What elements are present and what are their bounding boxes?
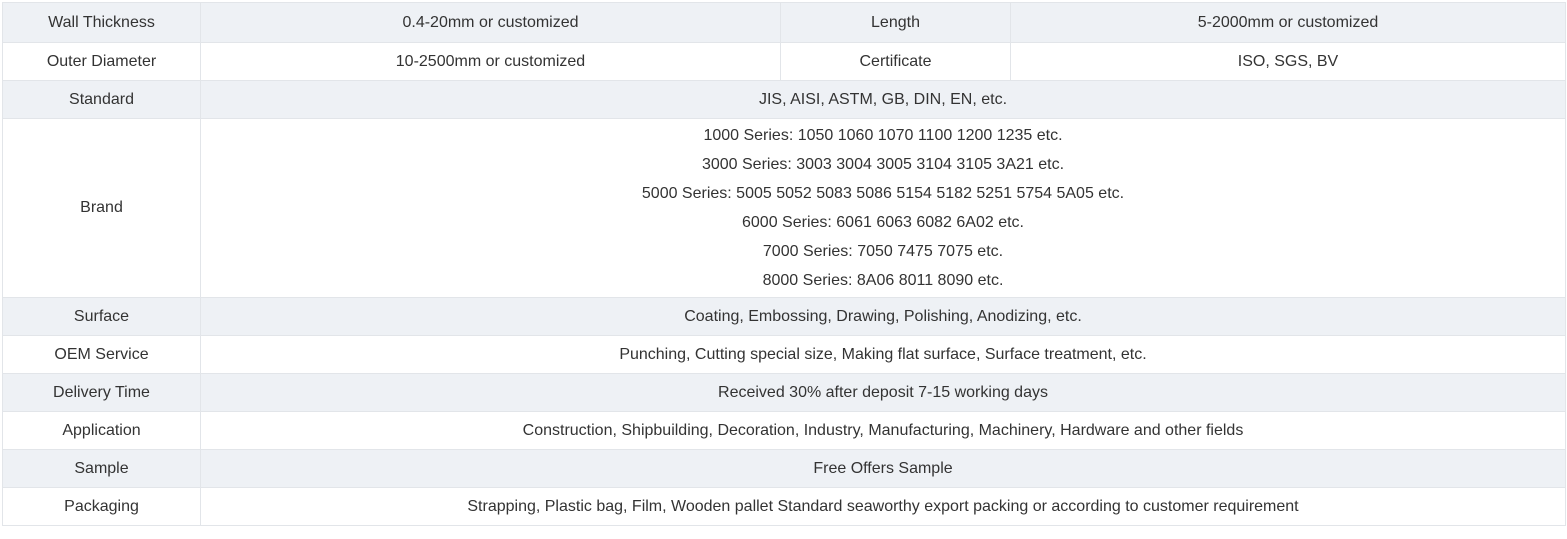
table-row-surface: Surface Coating, Embossing, Drawing, Pol… <box>2 297 1566 336</box>
label-length: Length <box>780 2 1011 43</box>
table-row-wall-thickness: Wall Thickness 0.4-20mm or customized Le… <box>2 2 1566 43</box>
table-row-standard: Standard JIS, AISI, ASTM, GB, DIN, EN, e… <box>2 80 1566 119</box>
label-delivery-time: Delivery Time <box>2 373 201 412</box>
value-packaging: Strapping, Plastic bag, Film, Wooden pal… <box>200 487 1566 526</box>
brand-series-1000: 1000 Series: 1050 1060 1070 1100 1200 12… <box>703 127 1063 144</box>
label-application: Application <box>2 411 201 450</box>
table-row-application: Application Construction, Shipbuilding, … <box>2 411 1566 450</box>
table-row-outer-diameter: Outer Diameter 10-2500mm or customized C… <box>2 42 1566 81</box>
brand-series-8000: 8000 Series: 8A06 8011 8090 etc. <box>762 272 1004 289</box>
value-standard: JIS, AISI, ASTM, GB, DIN, EN, etc. <box>200 80 1566 119</box>
label-standard: Standard <box>2 80 201 119</box>
table-row-brand: Brand 1000 Series: 1050 1060 1070 1100 1… <box>2 118 1566 298</box>
label-surface: Surface <box>2 297 201 336</box>
brand-series-6000: 6000 Series: 6061 6063 6082 6A02 etc. <box>742 214 1024 231</box>
label-outer-diameter: Outer Diameter <box>2 42 201 81</box>
label-packaging: Packaging <box>2 487 201 526</box>
label-sample: Sample <box>2 449 201 488</box>
value-outer-diameter: 10-2500mm or customized <box>200 42 781 81</box>
table-row-sample: Sample Free Offers Sample <box>2 449 1566 488</box>
value-length: 5-2000mm or customized <box>1010 2 1566 43</box>
label-certificate: Certificate <box>780 42 1011 81</box>
value-delivery-time: Received 30% after deposit 7-15 working … <box>200 373 1566 412</box>
value-application: Construction, Shipbuilding, Decoration, … <box>200 411 1566 450</box>
brand-series-5000: 5000 Series: 5005 5052 5083 5086 5154 51… <box>641 185 1125 202</box>
value-surface: Coating, Embossing, Drawing, Polishing, … <box>200 297 1566 336</box>
brand-series-7000: 7000 Series: 7050 7475 7075 etc. <box>762 243 1004 260</box>
table-row-packaging: Packaging Strapping, Plastic bag, Film, … <box>2 487 1566 526</box>
value-oem-service: Punching, Cutting special size, Making f… <box>200 335 1566 374</box>
value-sample: Free Offers Sample <box>200 449 1566 488</box>
table-row-oem-service: OEM Service Punching, Cutting special si… <box>2 335 1566 374</box>
value-brand: 1000 Series: 1050 1060 1070 1100 1200 12… <box>200 118 1566 298</box>
product-spec-table: Wall Thickness 0.4-20mm or customized Le… <box>2 2 1566 526</box>
value-certificate: ISO, SGS, BV <box>1010 42 1566 81</box>
label-brand: Brand <box>2 118 201 298</box>
label-wall-thickness: Wall Thickness <box>2 2 201 43</box>
label-oem-service: OEM Service <box>2 335 201 374</box>
value-wall-thickness: 0.4-20mm or customized <box>200 2 781 43</box>
table-row-delivery-time: Delivery Time Received 30% after deposit… <box>2 373 1566 412</box>
brand-series-3000: 3000 Series: 3003 3004 3005 3104 3105 3A… <box>701 156 1065 173</box>
